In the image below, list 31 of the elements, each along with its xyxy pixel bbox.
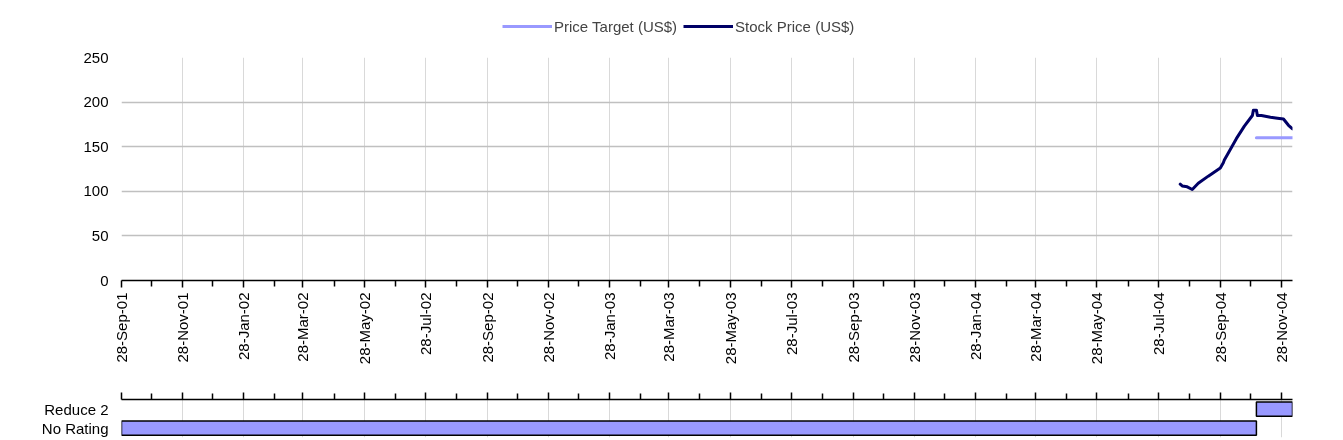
legend-label: Stock Price (US$) xyxy=(735,16,855,36)
x-tick-label: 28-Mar-04 xyxy=(1027,292,1045,362)
x-tick-label: 28-Nov-03 xyxy=(906,292,924,363)
x-tick-label: 28-May-02 xyxy=(355,292,373,365)
x-tick-label: 28-Sep-01 xyxy=(113,292,130,363)
x-tick-label: 28-Nov-01 xyxy=(174,292,192,363)
x-tick-label: 28-Jan-02 xyxy=(235,292,253,361)
x-tick-label: 28-Jan-03 xyxy=(601,292,619,361)
y-tick-label: 0 xyxy=(100,271,109,289)
y-tick-label: No Rating xyxy=(41,419,109,437)
x-tick-label: 28-Mar-02 xyxy=(294,292,312,362)
x-tick-label: 28-Jul-04 xyxy=(1149,292,1167,356)
y-tick-label: Reduce 2 xyxy=(44,400,109,418)
x-tick-label: 28-May-04 xyxy=(1088,292,1106,365)
x-tick-label: 28-Sep-03 xyxy=(844,292,862,363)
x-tick-label: 28-Mar-03 xyxy=(660,292,678,362)
y-tick-label: 100 xyxy=(83,182,109,200)
x-tick-label: 28-Jul-02 xyxy=(416,292,434,356)
y-tick-label: 50 xyxy=(91,226,109,244)
y-tick-label: 200 xyxy=(83,93,109,111)
legend-label: Price Target (US$) xyxy=(554,16,678,36)
line-series xyxy=(1178,108,1293,192)
x-tick-label: 28-Nov-02 xyxy=(540,292,558,363)
x-tick-label: 28-Sep-02 xyxy=(478,292,496,363)
x-tick-label: 28-May-03 xyxy=(721,292,739,365)
x-tick-label: 28-Jan-04 xyxy=(967,292,985,361)
x-tick-label: 28-Jul-03 xyxy=(782,292,800,356)
y-tick-label: 150 xyxy=(83,137,109,155)
x-tick-label: 28-Sep-04 xyxy=(1211,292,1229,363)
y-tick-label: 250 xyxy=(83,48,109,66)
x-tick-label: 28-Nov-04 xyxy=(1272,292,1290,363)
